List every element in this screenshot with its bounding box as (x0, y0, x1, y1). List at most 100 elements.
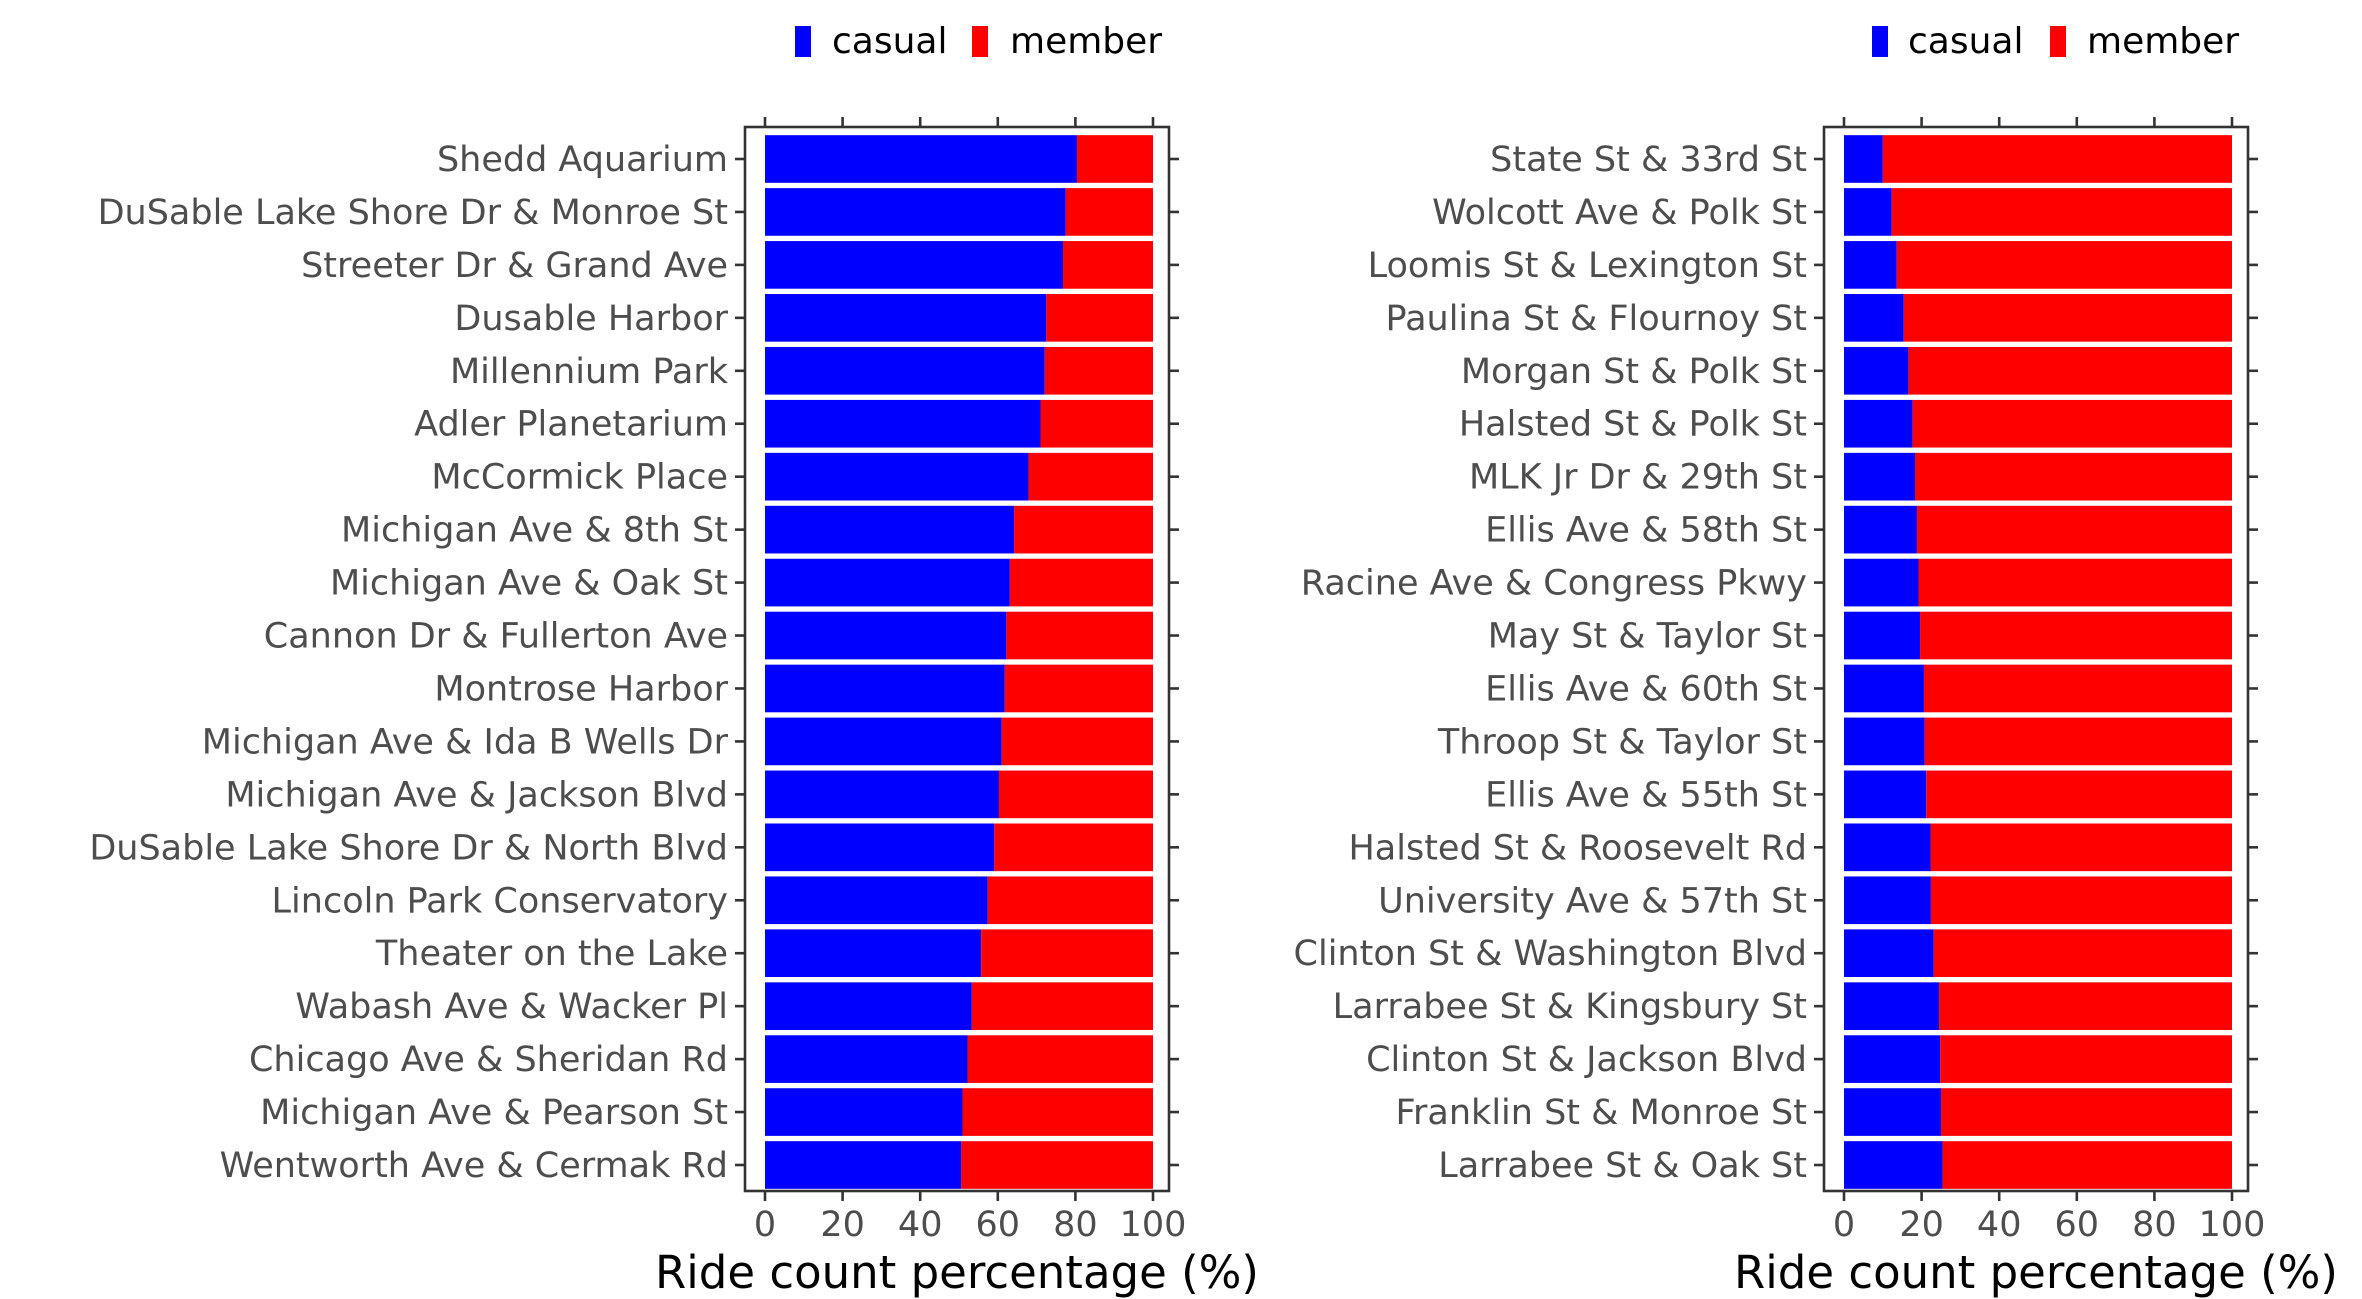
right-panel-border (1822, 125, 2250, 1193)
bar-member (1930, 876, 2232, 925)
bar-casual (765, 1088, 963, 1136)
left-bars (765, 135, 1153, 1189)
value-tick-label: 0 (754, 1205, 776, 1245)
bar-member (1941, 1088, 2232, 1136)
bar-casual (1844, 399, 1913, 448)
category-label: Michigan Ave & Pearson St (260, 1093, 728, 1133)
value-tick-label: 100 (2199, 1205, 2266, 1245)
value-tick-label: 80 (2132, 1205, 2177, 1245)
left-legend: casual member (795, 21, 1162, 62)
right-chart-panel: casual member State St & 33rd St Wolcott … (1294, 21, 2338, 1299)
category-label: Millennium Park (450, 352, 729, 392)
value-tick-label: 60 (2055, 1205, 2100, 1245)
bar-casual (765, 876, 988, 925)
value-tick-label: 40 (1977, 1205, 2022, 1245)
bar-member (1006, 611, 1153, 660)
bar-casual (765, 241, 1063, 289)
bar-casual (1844, 611, 1921, 660)
bar-casual (1844, 135, 1883, 183)
bar-member (1933, 929, 2232, 978)
legend-swatch-casual (1872, 26, 1888, 57)
bar-casual (1844, 346, 1909, 395)
value-tick-label: 0 (1833, 1205, 1855, 1245)
category-label: Larrabee St & Oak St (1438, 1146, 1807, 1186)
bar-member (981, 929, 1153, 978)
value-tick-label: 20 (1899, 1205, 1944, 1245)
bar-member (1923, 664, 2232, 713)
category-label: Wabash Ave & Wacker Pl (295, 987, 728, 1027)
value-tick-label: 40 (898, 1205, 943, 1245)
category-label: Ellis Ave & 58th St (1485, 511, 1807, 551)
value-tick-label: 80 (1053, 1205, 1098, 1245)
bar-member (998, 770, 1153, 819)
legend-label-casual: casual (832, 21, 948, 62)
bar-member (961, 1141, 1153, 1189)
left-category-axis: Shedd Aquarium DuSable Lake Shore Dr & Mo… (89, 140, 1179, 1186)
bar-member (1001, 717, 1153, 766)
bar-member (1939, 982, 2232, 1030)
category-label: Michigan Ave & Jackson Blvd (225, 775, 728, 815)
category-label: Throop St & Taylor St (1437, 722, 1807, 762)
legend-swatch-member (2050, 26, 2066, 57)
bar-member (987, 876, 1153, 925)
right-bars (1844, 135, 2232, 1189)
bar-member (1062, 241, 1153, 289)
bar-casual (765, 1141, 962, 1189)
category-label: Lincoln Park Conservatory (272, 881, 728, 921)
category-label: MLK Jr Dr & 29th St (1469, 458, 1807, 498)
bar-casual (765, 452, 1029, 501)
bar-member (1930, 823, 2232, 872)
bar-member (1044, 346, 1153, 395)
category-label: Clinton St & Jackson Blvd (1366, 1040, 1807, 1080)
right-value-axis: 0 20 40 60 80 100 (1833, 117, 2266, 1245)
bar-casual (1844, 1141, 1943, 1189)
category-label: Wentworth Ave & Cermak Rd (220, 1146, 728, 1186)
bar-casual (765, 294, 1047, 342)
value-tick-label: 20 (820, 1205, 865, 1245)
left-x-axis-title: Ride count percentage (%) (655, 1246, 1259, 1299)
right-x-axis-title: Ride count percentage (%) (1734, 1246, 2338, 1299)
bar-member (967, 1035, 1153, 1083)
bar-casual (1844, 982, 1940, 1030)
bar-casual (765, 505, 1015, 554)
bar-casual (1844, 876, 1931, 925)
right-legend: casual member (1872, 21, 2239, 62)
category-label: Montrose Harbor (434, 669, 728, 709)
bar-casual (765, 929, 982, 978)
category-label: Theater on the Lake (375, 934, 728, 974)
category-label: Morgan St & Polk St (1461, 352, 1807, 392)
bar-casual (1844, 294, 1904, 342)
bar-casual (1844, 823, 1931, 872)
bar-casual (765, 770, 999, 819)
bar-casual (765, 611, 1007, 660)
legend-swatch-casual (795, 26, 811, 57)
left-value-axis: 0 20 40 60 80 100 (754, 117, 1187, 1245)
bar-casual (765, 664, 1005, 713)
value-tick-label: 100 (1120, 1205, 1187, 1245)
category-label: Michigan Ave & 8th St (341, 511, 728, 551)
bar-member (1908, 346, 2232, 395)
category-label: Franklin St & Monroe St (1395, 1093, 1807, 1133)
bar-member (1942, 1141, 2232, 1189)
category-label: Halsted St & Polk St (1459, 405, 1807, 445)
category-label: State St & 33rd St (1490, 140, 1807, 180)
left-panel-border (743, 125, 1171, 1193)
bar-member (1926, 770, 2232, 819)
category-label: Paulina St & Flournoy St (1386, 299, 1807, 339)
category-label: Wolcott Ave & Polk St (1432, 193, 1807, 233)
right-category-axis: State St & 33rd St Wolcott Ave & Polk St L… (1294, 140, 2258, 1186)
category-label: Streeter Dr & Grand Ave (301, 246, 728, 286)
category-label: Racine Ave & Congress Pkwy (1301, 564, 1807, 604)
bar-casual (765, 982, 972, 1030)
bar-casual (765, 135, 1077, 183)
bar-member (1918, 558, 2232, 607)
bar-casual (765, 558, 1010, 607)
category-label: Ellis Ave & 60th St (1485, 669, 1807, 709)
category-label: Larrabee St & Kingsbury St (1333, 987, 1807, 1027)
bar-casual (1844, 1088, 1941, 1136)
bar-casual (765, 346, 1045, 395)
bar-casual (1844, 770, 1927, 819)
bar-casual (1844, 929, 1934, 978)
bar-casual (765, 188, 1066, 236)
bar-casual (765, 717, 1002, 766)
